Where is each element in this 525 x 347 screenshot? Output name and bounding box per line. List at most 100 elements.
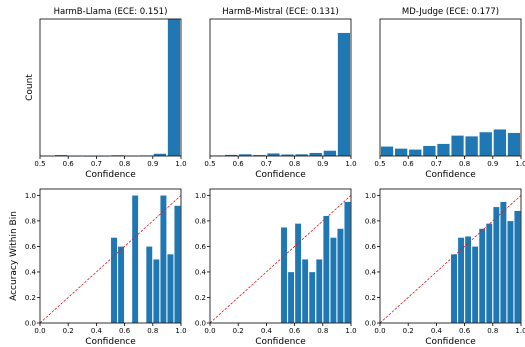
bar-8 (309, 152, 323, 157)
bar-10 (167, 18, 181, 157)
perfect-calibration-line (379, 195, 522, 324)
panel-1: 0.5 0.6 0.7 0.8 0.9 1.0 HarmB-Llama (ECE: 0.15… (25, 7, 187, 180)
bar-8 (330, 237, 337, 324)
y-tick-label: 0.6 (365, 243, 377, 251)
bar-5 (478, 228, 486, 324)
y-tick-label: 1.0 (365, 192, 376, 200)
y-tick-label: 0.6 (195, 243, 207, 251)
x-tick-label: 0.8 (147, 327, 158, 335)
bar-1 (280, 227, 288, 324)
y-tick-label: 0.2 (25, 294, 36, 302)
y-tick-label: 0.0 (195, 320, 206, 328)
bar-7 (322, 215, 330, 324)
bar-5 (266, 153, 280, 157)
x-tick-label: 1.0 (515, 327, 525, 335)
x-tick-label: 0.7 (91, 160, 102, 168)
bar-3 (294, 223, 302, 324)
bar-10 (337, 32, 351, 157)
x-tick-label: 0.6 (403, 160, 415, 168)
x-tick-label: 1.0 (345, 160, 356, 168)
plot-frame (39, 18, 182, 157)
x-tick-label: 0.6 (63, 160, 75, 168)
bar-2 (394, 148, 408, 157)
y-tick-label: 0.0 (365, 320, 376, 328)
y-tick-label: 0.4 (365, 268, 377, 276)
bar-9 (337, 228, 344, 324)
x-tick-label: 0.5 (374, 160, 385, 168)
x-tick-label: 1.0 (515, 160, 525, 168)
bar-6 (485, 223, 493, 324)
plot-frame (379, 188, 522, 324)
bar-8 (159, 195, 167, 324)
bar-4 (471, 246, 479, 324)
x-tick-label: 0.2 (63, 327, 74, 335)
y-tick-label: 0.0 (25, 320, 36, 328)
y-tick-label: 0.8 (365, 217, 376, 225)
x-tick-label: 0.8 (487, 327, 498, 335)
x-tick-label: 0.0 (34, 327, 45, 335)
bar-10 (174, 205, 181, 324)
bar-7 (152, 258, 160, 324)
x-tick-label: 0.6 (289, 327, 301, 335)
bar-5 (436, 143, 450, 157)
panel-6: 0.0 0.2 0.4 0.6 0.8 1.0 0.0 0.2 0.4 0.6 0.8 1.0 Conf… (365, 188, 525, 347)
panel-title: HarmB-Llama (ECE: 0.151) (54, 7, 168, 17)
x-tick-label: 0.4 (431, 327, 443, 335)
x-tick-label: 0.2 (403, 327, 414, 335)
y-tick-label: 1.0 (25, 192, 36, 200)
bar-7 (465, 135, 479, 157)
plot-frame (209, 188, 352, 324)
x-axis-label: Confidence (425, 170, 476, 180)
bar-2 (117, 246, 125, 324)
x-tick-label: 0.6 (459, 327, 471, 335)
panel-5: 0.0 0.2 0.4 0.6 0.8 1.0 0.0 0.2 0.4 0.6 0.8 1.0 Conf… (195, 188, 357, 347)
x-tick-label: 0.8 (289, 160, 300, 168)
bar-6 (451, 135, 465, 157)
x-tick-label: 0.4 (91, 327, 103, 335)
bar-6 (315, 258, 323, 324)
bar-9 (493, 129, 507, 157)
panel-3: 0.5 0.6 0.7 0.8 0.9 1.0 MD-Judge (ECE: 0.177) C… (374, 7, 525, 180)
bar-3 (464, 236, 472, 324)
bar-1 (380, 146, 394, 157)
perfect-calibration-line (39, 195, 182, 324)
bar-2 (287, 271, 295, 324)
x-tick-label: 0.8 (119, 160, 130, 168)
bar-4 (422, 145, 436, 157)
bar-4 (301, 258, 309, 324)
bar-2 (457, 237, 465, 324)
x-tick-label: 0.6 (233, 160, 245, 168)
y-tick-label: 0.8 (195, 217, 206, 225)
bar-9 (167, 253, 174, 324)
x-tick-label: 0.5 (204, 160, 215, 168)
panel-title: MD-Judge (ECE: 0.177) (402, 7, 499, 17)
y-tick-label: 0.2 (365, 294, 376, 302)
x-tick-label: 0.6 (119, 327, 131, 335)
bar-3 (408, 149, 422, 157)
bar-6 (145, 246, 153, 324)
bar-8 (500, 201, 507, 324)
plot-frame (379, 18, 522, 157)
x-tick-label: 0.0 (204, 327, 215, 335)
x-axis-label: Confidence (425, 337, 476, 347)
y-tick-label: 0.6 (25, 243, 37, 251)
x-tick-label: 0.9 (317, 160, 328, 168)
x-tick-label: 0.4 (261, 327, 273, 335)
x-tick-label: 0.9 (487, 160, 498, 168)
x-tick-label: 1.0 (345, 327, 356, 335)
x-tick-label: 0.9 (147, 160, 158, 168)
bar-10 (507, 132, 521, 157)
perfect-calibration-line (209, 195, 352, 324)
y-axis-label: Accuracy Within Bin (9, 211, 19, 301)
bar-8 (479, 131, 493, 157)
panel-2: 0.5 0.6 0.7 0.8 0.9 1.0 HarmB-Mistral (ECE: 0.… (204, 7, 356, 180)
y-tick-label: 0.2 (195, 294, 206, 302)
bar-10 (514, 210, 521, 324)
x-tick-label: 0.7 (261, 160, 272, 168)
x-axis-label: Confidence (255, 170, 306, 180)
y-axis-label: Count (25, 74, 35, 101)
bar-9 (507, 220, 514, 324)
y-tick-label: 0.4 (195, 268, 207, 276)
bar-9 (323, 150, 337, 157)
